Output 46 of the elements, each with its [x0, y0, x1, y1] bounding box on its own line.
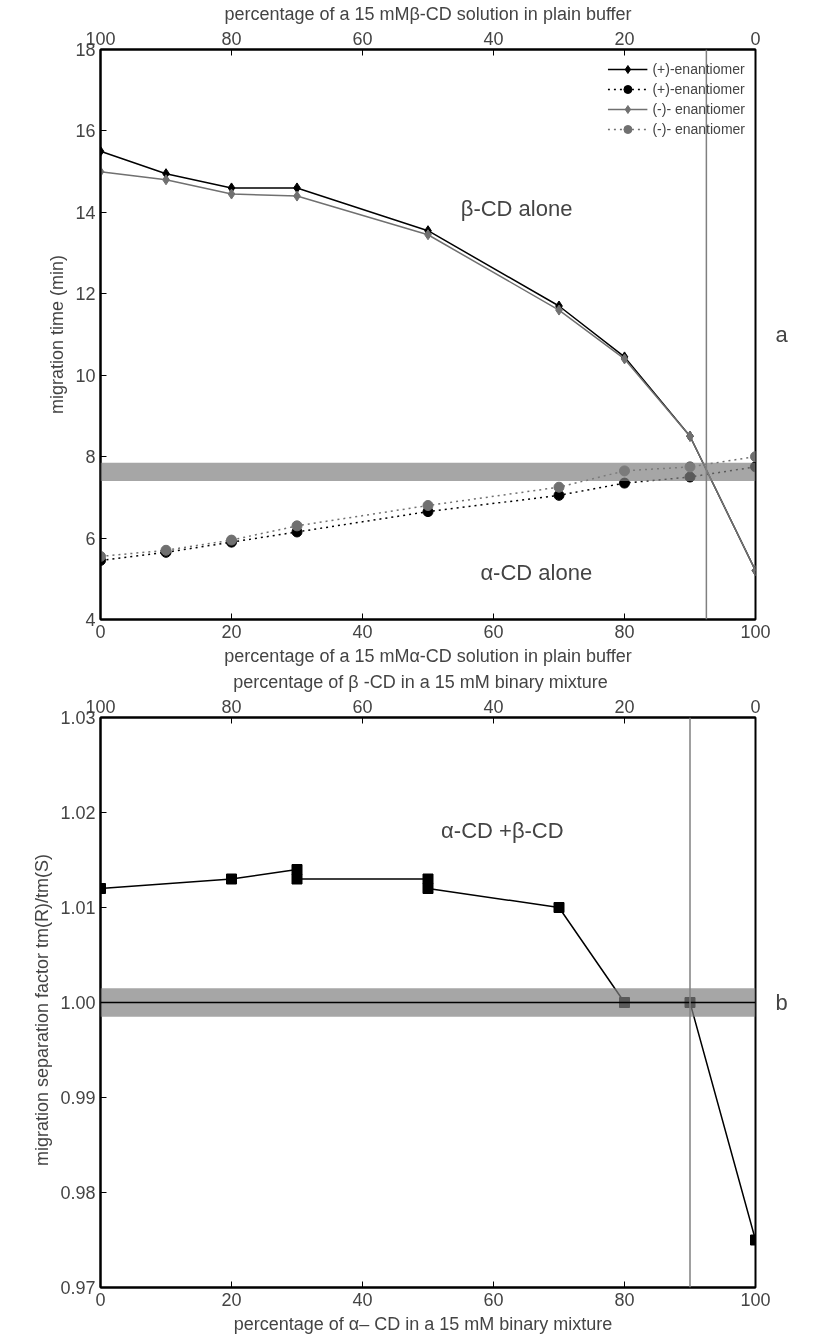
- y-tick-label: 14: [75, 202, 96, 223]
- annotation: β-CD alone: [460, 195, 573, 221]
- y-tick-label: 1.02: [60, 803, 96, 823]
- x-tick-label: 80: [614, 621, 635, 642]
- x2-tick-label: 0: [750, 696, 761, 717]
- x2-axis-title: percentage of β -CD in a 15 mM binary mixture: [233, 671, 608, 692]
- x-tick-label: 80: [614, 1289, 635, 1310]
- y-tick-label: 8: [85, 447, 96, 468]
- x2-tick-label: 0: [750, 28, 761, 49]
- x2-axis-title: percentage of a 15 mMβ-CD solution in plain buffer: [224, 3, 632, 24]
- y-tick-label: 0.97: [60, 1278, 96, 1298]
- x-axis-title: percentage of a 15 mMα-CD solution in plain buffer: [224, 645, 632, 666]
- x-tick-label: 20: [221, 621, 242, 642]
- annotation: α-CD alone: [480, 560, 593, 586]
- text: b: [775, 990, 788, 1015]
- y-tick-label: 10: [75, 365, 96, 386]
- x2-tick-label: 20: [614, 696, 635, 717]
- annotation: α-CD +β-CD: [441, 817, 564, 843]
- y-tick-label: 12: [75, 284, 96, 305]
- y-tick-label: 4: [85, 610, 96, 630]
- y-tick-label: 0.98: [60, 1183, 96, 1203]
- x-tick-label: 0: [95, 621, 106, 642]
- x2-tick-label: 60: [352, 28, 373, 49]
- x-tick-label: 60: [483, 621, 504, 642]
- y-tick-label: 1.00: [60, 993, 96, 1013]
- x2-tick-label: 80: [221, 28, 242, 49]
- y-tick-label: 6: [85, 528, 96, 549]
- x-tick-label: 40: [352, 621, 373, 642]
- x-tick-label: 0: [95, 1289, 106, 1310]
- x2-tick-label: 40: [483, 28, 504, 49]
- x2-tick-label: 80: [221, 696, 242, 717]
- x-tick-label: 40: [352, 1289, 373, 1310]
- y-tick-label: 1.01: [60, 898, 96, 918]
- x-tick-label: 100: [740, 621, 771, 642]
- y-axis-title: migration separation factor tm(R)/tm(S): [32, 853, 53, 1167]
- y-axis-title: migration time (min): [47, 254, 68, 415]
- x-tick-label: 100: [740, 1289, 771, 1310]
- x2-tick-label: 20: [614, 28, 635, 49]
- x-tick-label: 20: [221, 1289, 242, 1310]
- x2-tick-label: 40: [483, 696, 504, 717]
- y-tick-label: 0.99: [60, 1088, 96, 1108]
- x-axis-title: percentage of α– CD in a 15 mM binary mixture: [233, 1313, 613, 1334]
- text: a: [775, 322, 789, 347]
- x2-tick-label: 60: [352, 696, 373, 717]
- x-tick-label: 60: [483, 1289, 504, 1310]
- y-tick-label: 16: [75, 121, 96, 142]
